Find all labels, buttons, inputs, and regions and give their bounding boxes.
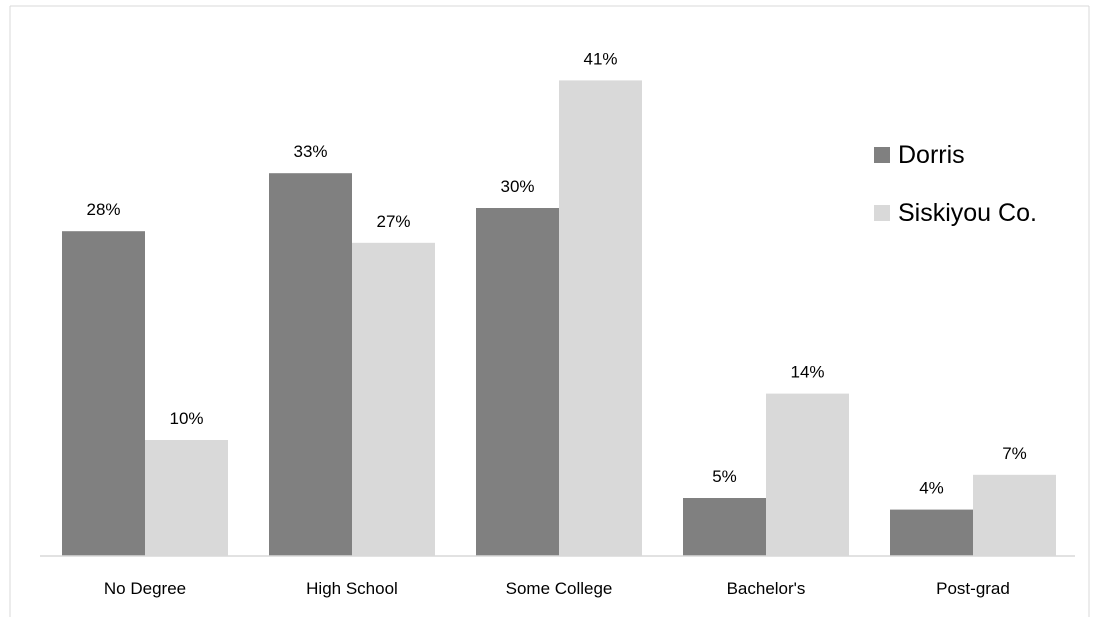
bar-dorris-0 (62, 231, 145, 556)
data-label: 33% (293, 142, 327, 161)
legend-label-dorris: Dorris (898, 141, 965, 169)
bars-layer (62, 80, 1056, 557)
x-tick-label: Bachelor's (727, 579, 806, 598)
bar-siskiyou-0 (145, 440, 228, 556)
x-tick-label: No Degree (104, 579, 186, 598)
data-label: 14% (790, 363, 824, 382)
bar-siskiyou-2 (559, 80, 642, 557)
data-label: 41% (583, 49, 617, 68)
legend-label-siskiyou: Siskiyou Co. (898, 199, 1037, 227)
bar-siskiyou-1 (352, 242, 435, 557)
data-label: 10% (169, 409, 203, 428)
data-label: 5% (712, 467, 737, 486)
legend-swatch-siskiyou (874, 205, 890, 221)
legend-swatch-dorris (874, 147, 890, 163)
data-label: 7% (1002, 444, 1027, 463)
bar-siskiyou-4 (973, 474, 1056, 556)
data-label: 4% (919, 479, 944, 498)
data-label: 30% (500, 177, 534, 196)
bar-dorris-4 (890, 509, 973, 556)
data-label: 27% (376, 212, 410, 231)
x-tick-label: High School (306, 579, 398, 598)
x-tick-label: Some College (506, 579, 613, 598)
chart-frame (9, 5, 1090, 617)
x-axis: No Degree High School Some College Bachelor… (40, 555, 1075, 598)
data-label: 28% (86, 200, 120, 219)
x-tick-label: Post-grad (936, 579, 1010, 598)
bar-dorris-1 (269, 173, 352, 556)
bar-dorris-2 (476, 208, 559, 556)
data-labels-layer: 28% 10% 33% 27% 30% 41% 5% 14% 4% 7% (86, 49, 1026, 497)
bar-siskiyou-3 (766, 393, 849, 556)
bar-dorris-3 (683, 498, 766, 556)
legend: Dorris Siskiyou Co. (874, 141, 1037, 227)
